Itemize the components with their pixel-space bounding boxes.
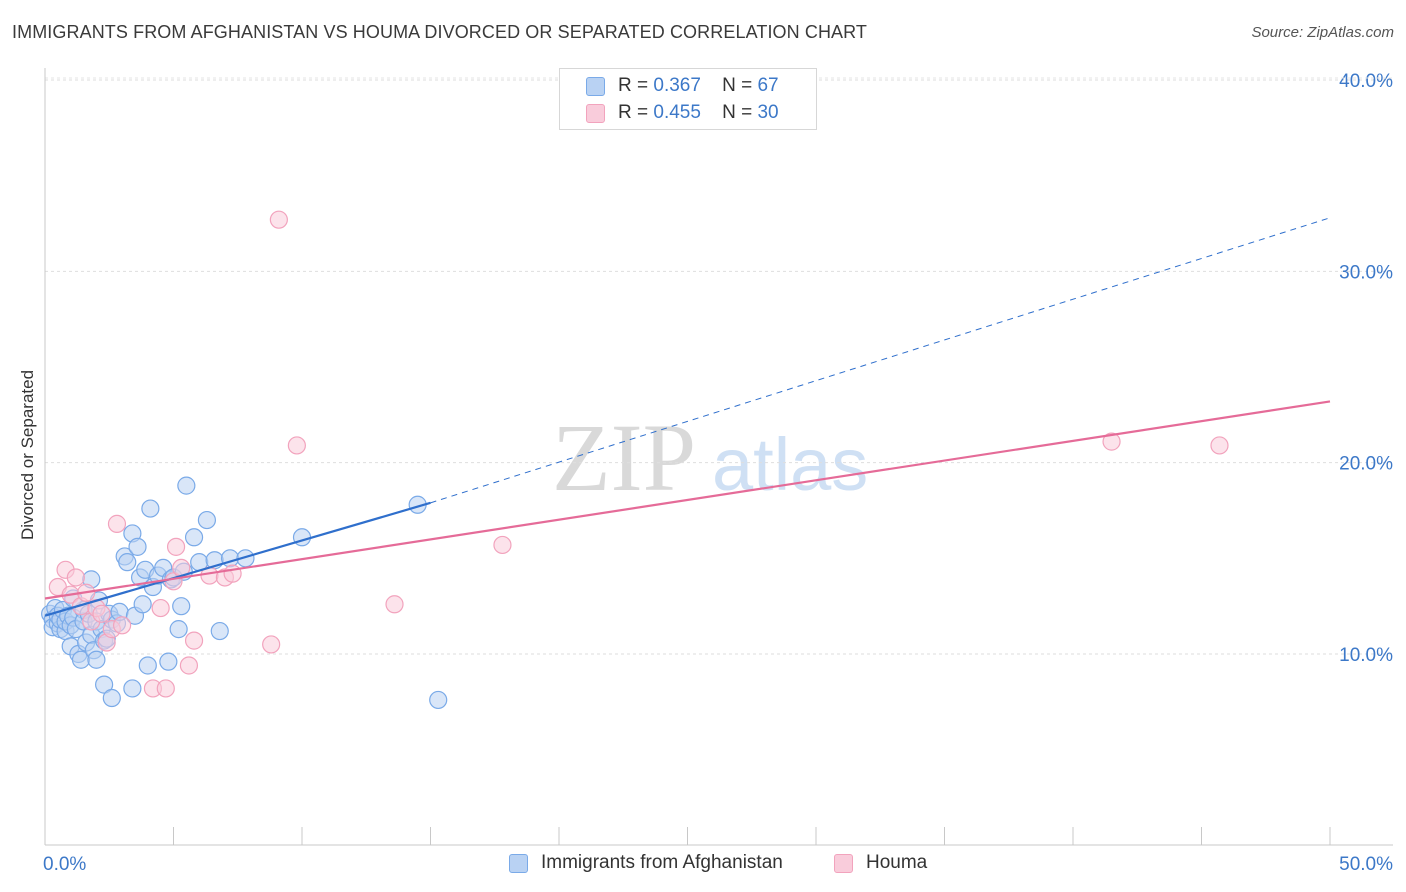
stats-legend: R = 0.367 N = 67 R = 0.455 N = 30 (559, 68, 817, 130)
data-point (123, 679, 142, 698)
data-point (493, 535, 512, 555)
data-point (87, 650, 106, 669)
data-point (66, 568, 85, 587)
data-point (138, 656, 157, 675)
trend-line-houma (44, 400, 1331, 600)
legend-swatch-afghanistan (586, 77, 605, 96)
data-point (92, 604, 111, 623)
data-point (133, 595, 152, 614)
data-point (1102, 432, 1121, 451)
data-point (128, 537, 147, 556)
data-point (172, 597, 191, 616)
data-point (1210, 436, 1229, 455)
series-label-houma: Houma (866, 852, 928, 873)
chart-title: IMMIGRANTS FROM AFGHANISTAN VS HOUMA DIV… (12, 22, 868, 42)
data-point (166, 537, 186, 556)
data-point (269, 210, 288, 229)
series-label-afghanistan: Immigrants from Afghanistan (541, 852, 783, 873)
data-point (151, 598, 170, 618)
data-point (197, 510, 217, 530)
data-point (159, 652, 178, 671)
y-tick-label: 20.0% (1339, 454, 1393, 475)
data-point (177, 476, 196, 495)
legend-r-value: 0.367 (653, 75, 701, 96)
data-point (184, 528, 204, 547)
watermark-zip: ZIP (552, 404, 696, 511)
data-point (141, 499, 160, 518)
data-point (102, 688, 121, 708)
series-houma-points (48, 210, 1229, 698)
y-tick-label: 40.0% (1339, 71, 1393, 92)
data-point (95, 675, 114, 694)
data-point (385, 595, 404, 614)
x-tick-label-max: 50.0% (1339, 854, 1393, 875)
legend-n-value: 67 (757, 75, 779, 96)
source-note: Source: ZipAtlas.com (1251, 24, 1394, 41)
legend-n-value: 30 (757, 102, 779, 123)
data-point (262, 635, 281, 654)
data-point (223, 564, 242, 583)
data-point (287, 436, 306, 455)
data-point (112, 616, 132, 635)
series-legend: Immigrants from Afghanistan Houma (0, 852, 1406, 878)
x-tick-label-min: 0.0% (43, 854, 86, 875)
data-point (169, 620, 188, 639)
legend-r-label: R = (618, 75, 649, 96)
legend-r-value: 0.455 (653, 102, 701, 123)
data-point (184, 631, 204, 650)
series-afghanistan-points (41, 476, 448, 710)
y-tick-label: 30.0% (1339, 262, 1393, 283)
data-point (107, 514, 127, 533)
legend-swatch-houma (586, 104, 605, 123)
data-point (210, 621, 229, 641)
y-tick-label: 10.0% (1339, 645, 1393, 666)
trend-line-afghanistan (44, 501, 431, 617)
legend-n-label: N = (722, 75, 753, 96)
series-swatch-afghanistan (509, 854, 528, 873)
data-point (429, 690, 448, 710)
legend-r-label: R = (618, 102, 649, 123)
trend-extension-afghanistan (430, 217, 1331, 504)
data-point (179, 656, 199, 675)
data-point (118, 553, 137, 572)
legend-n-label: N = (722, 102, 753, 123)
data-point (156, 679, 175, 698)
series-swatch-houma (834, 854, 853, 873)
